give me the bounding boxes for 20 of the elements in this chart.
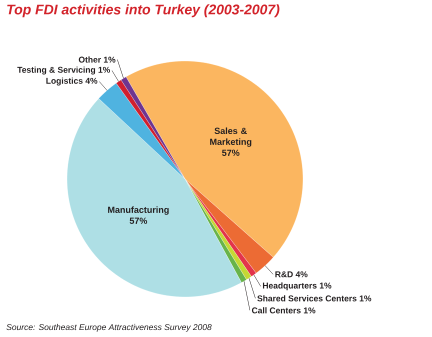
data-label: 1% <box>98 66 110 73</box>
slice-label: Manufacturing <box>108 206 169 215</box>
data-label: 1% <box>104 56 116 63</box>
chart-title: Top FDI activities into Turkey (2003-2007) <box>7 4 280 18</box>
data-label: 57% <box>130 218 148 224</box>
data-label: 57% <box>222 150 240 156</box>
source-note: Source: Southeast Europe Attractiveness Survey 2008 <box>6 324 212 332</box>
slice-label: Logistics <box>46 78 83 86</box>
data-label: 1% <box>360 295 372 302</box>
slice-label: Sales & Marketing <box>210 127 252 147</box>
slice-label: Shared Services Centers <box>257 295 357 302</box>
data-label: 4% <box>85 78 98 84</box>
slice-label: Other <box>78 56 101 63</box>
slice-label: R&D <box>275 271 293 278</box>
data-label: 1% <box>320 282 332 289</box>
slice-label: Call Centers <box>252 307 301 314</box>
data-label: 1% <box>304 307 316 314</box>
data-label: 4% <box>296 271 308 278</box>
slice-label: Headquarters <box>262 282 317 290</box>
slice-label: Testing & Servicing <box>17 66 96 75</box>
